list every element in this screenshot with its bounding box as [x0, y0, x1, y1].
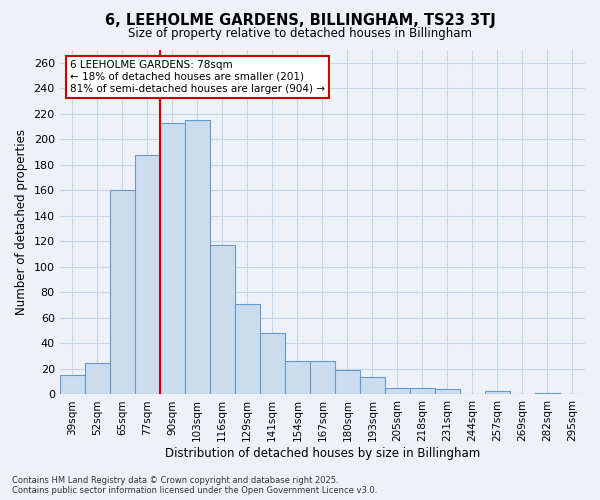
- Bar: [210, 245, 235, 394]
- Bar: [285, 362, 310, 394]
- Bar: [485, 390, 510, 394]
- Bar: [310, 362, 335, 394]
- Bar: [260, 333, 285, 394]
- Bar: [535, 393, 560, 394]
- Bar: [59, 376, 85, 394]
- Bar: [335, 370, 360, 394]
- Y-axis label: Number of detached properties: Number of detached properties: [15, 129, 28, 315]
- Bar: [385, 388, 410, 394]
- Bar: [235, 304, 260, 394]
- Bar: [135, 154, 160, 394]
- Bar: [110, 190, 135, 394]
- Bar: [410, 388, 435, 394]
- X-axis label: Distribution of detached houses by size in Billingham: Distribution of detached houses by size …: [165, 447, 480, 460]
- Text: Contains HM Land Registry data © Crown copyright and database right 2025.
Contai: Contains HM Land Registry data © Crown c…: [12, 476, 377, 495]
- Bar: [435, 390, 460, 394]
- Text: 6, LEEHOLME GARDENS, BILLINGHAM, TS23 3TJ: 6, LEEHOLME GARDENS, BILLINGHAM, TS23 3T…: [104, 12, 496, 28]
- Bar: [360, 376, 385, 394]
- Bar: [185, 120, 210, 394]
- Text: Size of property relative to detached houses in Billingham: Size of property relative to detached ho…: [128, 28, 472, 40]
- Bar: [85, 362, 110, 394]
- Bar: [160, 122, 185, 394]
- Text: 6 LEEHOLME GARDENS: 78sqm
← 18% of detached houses are smaller (201)
81% of semi: 6 LEEHOLME GARDENS: 78sqm ← 18% of detac…: [70, 60, 325, 94]
